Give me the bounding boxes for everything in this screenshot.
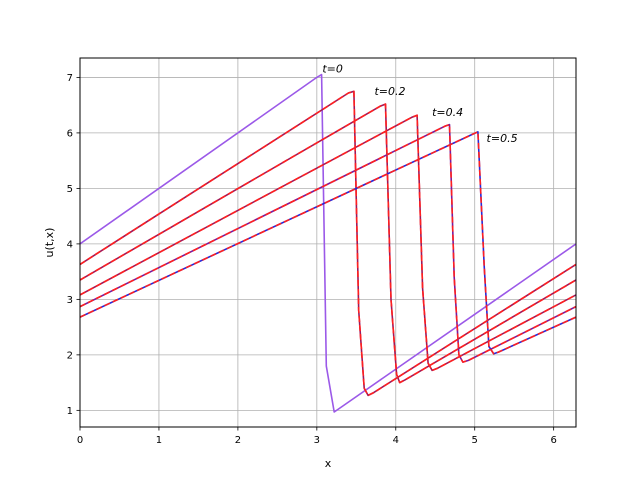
y-tick-label: 6	[67, 128, 73, 139]
x-axis-label: x	[325, 457, 332, 470]
reference-dashed-line	[80, 131, 576, 355]
reference-dashed-line	[80, 114, 576, 372]
x-tick-label: 1	[156, 435, 162, 446]
x-tick-label: 0	[77, 435, 83, 446]
ticks: 0 1 2 3 4 5 6 1 2 3 4 5 6 7	[67, 73, 557, 446]
reference-dashed-line	[80, 123, 576, 363]
reference-dashed-line	[80, 103, 576, 384]
x-tick-label: 2	[235, 435, 241, 446]
series-layer	[80, 73, 576, 413]
x-tick-label: 5	[472, 435, 478, 446]
y-tick-label: 2	[67, 350, 73, 361]
series-group	[80, 73, 576, 413]
time-annotation: t=0.2	[374, 85, 405, 98]
y-tick-label: 3	[67, 295, 73, 306]
time-annotation: t=0.4	[432, 106, 463, 119]
y-axis-label: u(t,x)	[43, 228, 56, 258]
x-tick-label: 3	[314, 435, 320, 446]
plot-frame	[79, 57, 577, 428]
y-tick-label: 1	[67, 406, 73, 417]
reference-dashed-line	[80, 90, 576, 397]
y-tick-label: 7	[67, 73, 73, 84]
annotations: t=0 t=0.2 t=0.4 t=0.5	[322, 63, 517, 145]
initial-condition-line	[80, 73, 576, 413]
time-annotation: t=0	[322, 63, 343, 76]
x-tick-label: 6	[550, 435, 556, 446]
y-tick-label: 5	[67, 184, 73, 195]
y-tick-label: 4	[67, 239, 73, 250]
x-tick-label: 4	[393, 435, 399, 446]
time-annotation: t=0.5	[487, 132, 518, 145]
grid	[79, 58, 576, 427]
